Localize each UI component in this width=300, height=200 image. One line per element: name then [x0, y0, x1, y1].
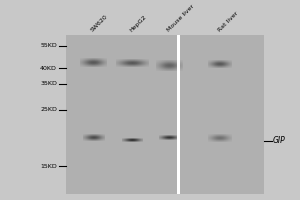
Text: 40KD: 40KD — [40, 66, 57, 71]
Text: SW620: SW620 — [89, 14, 108, 33]
Text: 25KD: 25KD — [40, 107, 57, 112]
FancyBboxPatch shape — [66, 35, 264, 194]
FancyBboxPatch shape — [177, 35, 180, 194]
Text: Mouse liver: Mouse liver — [166, 4, 195, 33]
Text: Rat liver: Rat liver — [217, 11, 239, 33]
Text: 35KD: 35KD — [40, 81, 57, 86]
Text: GIP: GIP — [273, 136, 286, 145]
Text: 15KD: 15KD — [40, 164, 57, 169]
Text: HepG2: HepG2 — [128, 14, 147, 33]
Text: 55KD: 55KD — [40, 43, 57, 48]
